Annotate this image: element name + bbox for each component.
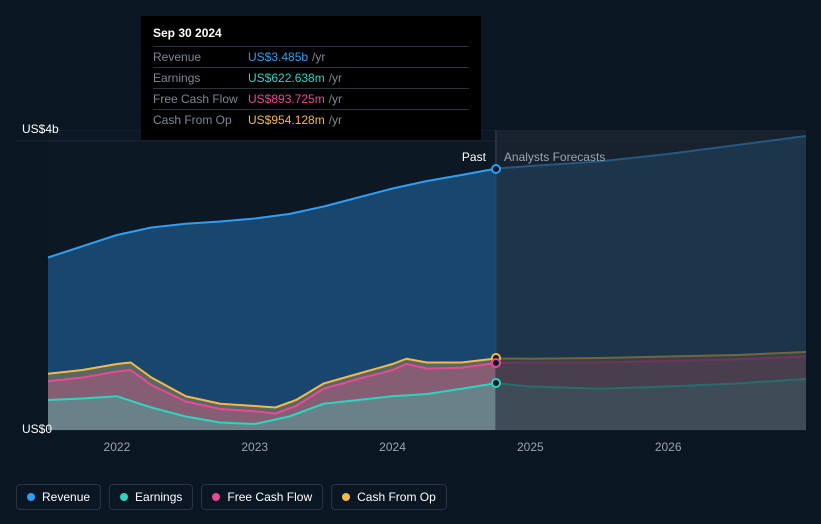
y-axis-label: US$0 bbox=[22, 422, 52, 436]
tooltip-metric-value: US$954.128m bbox=[248, 113, 325, 127]
series-marker bbox=[491, 358, 501, 368]
tooltip-metric-label: Revenue bbox=[153, 50, 248, 64]
financials-chart: US$0US$4b 20222023202420252026 PastAnaly… bbox=[16, 130, 806, 445]
legend-item[interactable]: Revenue bbox=[16, 484, 101, 510]
tooltip-metric-label: Earnings bbox=[153, 71, 248, 85]
y-axis-label: US$4b bbox=[22, 122, 59, 136]
tooltip-row: RevenueUS$3.485b/yr bbox=[153, 46, 469, 67]
x-axis-label: 2022 bbox=[104, 440, 131, 454]
tooltip-metric-value: US$893.725m bbox=[248, 92, 325, 106]
forecast-label: Analysts Forecasts bbox=[504, 150, 605, 164]
legend-label: Revenue bbox=[42, 490, 90, 504]
tooltip-metric-unit: /yr bbox=[329, 71, 342, 85]
tooltip-row: EarningsUS$622.638m/yr bbox=[153, 67, 469, 88]
tooltip-row: Cash From OpUS$954.128m/yr bbox=[153, 109, 469, 130]
chart-svg bbox=[16, 130, 806, 445]
tooltip-metric-value: US$622.638m bbox=[248, 71, 325, 85]
tooltip-metric-value: US$3.485b bbox=[248, 50, 308, 64]
legend-item[interactable]: Free Cash Flow bbox=[201, 484, 323, 510]
series-marker bbox=[491, 378, 501, 388]
tooltip-metric-unit: /yr bbox=[329, 92, 342, 106]
tooltip-metric-label: Cash From Op bbox=[153, 113, 248, 127]
tooltip-metric-unit: /yr bbox=[329, 113, 342, 127]
legend-label: Cash From Op bbox=[357, 490, 436, 504]
chart-legend: Revenue Earnings Free Cash Flow Cash From O… bbox=[16, 484, 447, 510]
x-axis-label: 2024 bbox=[379, 440, 406, 454]
chart-tooltip: Sep 30 2024 RevenueUS$3.485b/yrEarningsU… bbox=[141, 16, 481, 140]
legend-dot-icon bbox=[27, 493, 35, 501]
legend-label: Free Cash Flow bbox=[227, 490, 312, 504]
x-axis-label: 2025 bbox=[517, 440, 544, 454]
legend-item[interactable]: Cash From Op bbox=[331, 484, 447, 510]
legend-item[interactable]: Earnings bbox=[109, 484, 193, 510]
legend-dot-icon bbox=[342, 493, 350, 501]
past-label: Past bbox=[462, 150, 486, 164]
x-axis-label: 2023 bbox=[241, 440, 268, 454]
tooltip-date: Sep 30 2024 bbox=[153, 26, 469, 40]
legend-label: Earnings bbox=[135, 490, 182, 504]
series-marker bbox=[491, 164, 501, 174]
tooltip-metric-label: Free Cash Flow bbox=[153, 92, 248, 106]
legend-dot-icon bbox=[120, 493, 128, 501]
tooltip-metric-unit: /yr bbox=[312, 50, 325, 64]
legend-dot-icon bbox=[212, 493, 220, 501]
tooltip-row: Free Cash FlowUS$893.725m/yr bbox=[153, 88, 469, 109]
x-axis-label: 2026 bbox=[655, 440, 682, 454]
